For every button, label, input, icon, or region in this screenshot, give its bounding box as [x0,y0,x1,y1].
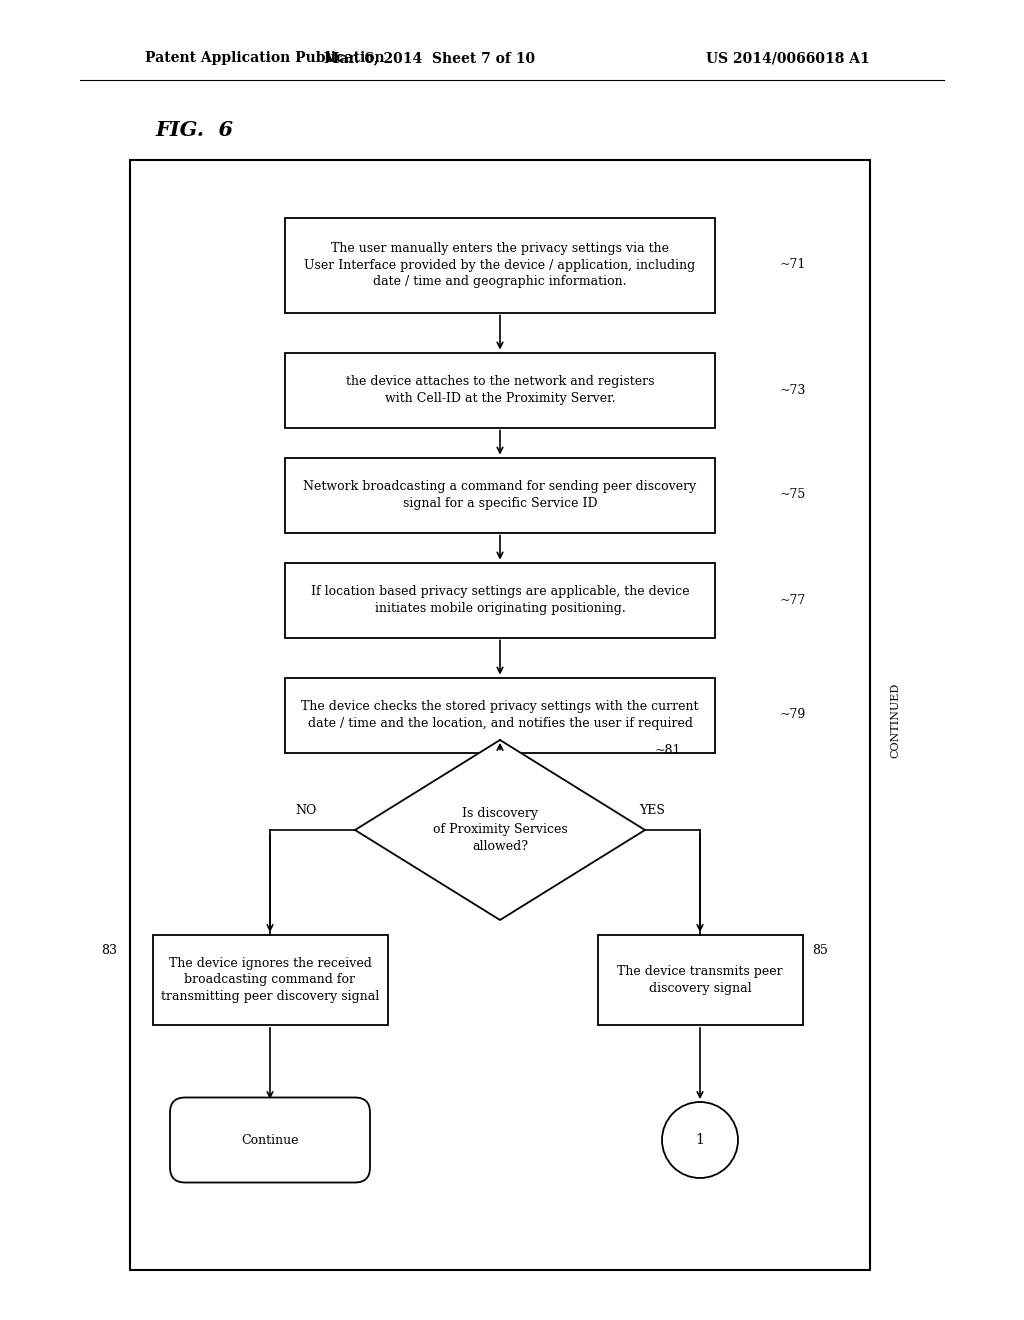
Text: FIG.  6: FIG. 6 [155,120,233,140]
Text: US 2014/0066018 A1: US 2014/0066018 A1 [707,51,870,65]
Text: Patent Application Publication: Patent Application Publication [145,51,385,65]
Text: ~75: ~75 [780,488,806,502]
Text: Continue: Continue [242,1134,299,1147]
Text: Is discovery
of Proximity Services
allowed?: Is discovery of Proximity Services allow… [432,807,567,853]
Text: Mar. 6, 2014  Sheet 7 of 10: Mar. 6, 2014 Sheet 7 of 10 [325,51,536,65]
Bar [285,218,715,313]
FancyBboxPatch shape [170,1097,370,1183]
Text: the device attaches to the network and registers
with Cell-ID at the Proximity S: the device attaches to the network and r… [346,375,654,405]
Circle shape [662,1102,738,1177]
Text: NO: NO [295,804,316,817]
Text: If location based privacy settings are applicable, the device
initiates mobile o: If location based privacy settings are a… [310,585,689,615]
Text: The device checks the stored privacy settings with the current
date / time and t: The device checks the stored privacy set… [301,700,698,730]
Text: ~73: ~73 [780,384,806,396]
Bar [285,562,715,638]
Text: YES: YES [639,804,665,817]
Text: The user manually enters the privacy settings via the
User Interface provided by: The user manually enters the privacy set… [304,242,695,288]
Text: 83: 83 [101,944,118,957]
Text: ~81: ~81 [655,743,682,756]
Bar [130,160,870,1270]
Text: ~71: ~71 [780,259,806,272]
Polygon shape [355,741,645,920]
Text: 1: 1 [695,1133,705,1147]
Bar [153,935,387,1026]
Text: The device transmits peer
discovery signal: The device transmits peer discovery sign… [617,965,782,995]
Text: 85: 85 [812,944,828,957]
Bar [285,352,715,428]
Bar [285,677,715,752]
Text: Network broadcasting a command for sending peer discovery
signal for a specific : Network broadcasting a command for sendi… [303,480,696,510]
Bar [597,935,803,1026]
Bar [285,458,715,532]
Text: ~77: ~77 [780,594,806,606]
Text: The device ignores the received
broadcasting command for
transmitting peer disco: The device ignores the received broadcas… [161,957,379,1003]
Text: ~79: ~79 [780,709,806,722]
Text: CONTINUED: CONTINUED [890,682,900,758]
